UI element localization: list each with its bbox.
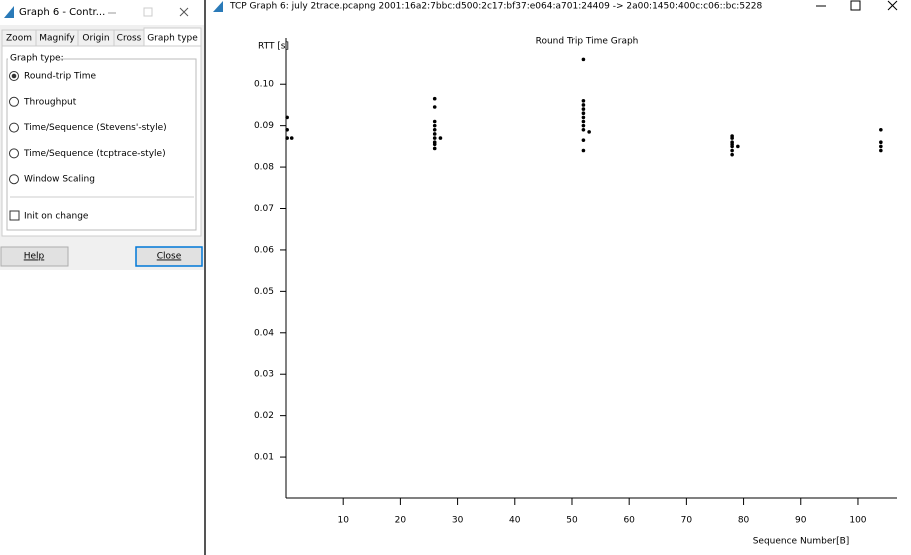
- app-icon: [213, 1, 223, 12]
- x-tick-label: 80: [738, 516, 750, 526]
- point: [432, 105, 437, 109]
- tab-label[interactable]: Origin: [82, 34, 109, 44]
- y-axis-label: RTT [s]: [258, 42, 289, 52]
- x-tick-label: 60: [623, 516, 635, 526]
- group-box: [6, 58, 197, 231]
- y-tick-label: 0.06: [254, 245, 274, 255]
- point: [581, 111, 586, 116]
- dialog-title: Graph 6 - Contr...: [19, 7, 105, 18]
- maximize[interactable]: [850, 0, 861, 11]
- y-tick-label: 0.08: [254, 163, 274, 173]
- help-label[interactable]: Help: [24, 252, 45, 262]
- radio[interactable]: [9, 148, 19, 159]
- x-tick-label: 10: [337, 516, 349, 526]
- point: [581, 123, 586, 128]
- option-label[interactable]: Throughput: [23, 97, 77, 107]
- point: [730, 144, 734, 149]
- option-label[interactable]: Window Scaling: [24, 175, 95, 185]
- radio[interactable]: [9, 174, 19, 185]
- point: [581, 98, 586, 103]
- point: [432, 123, 437, 128]
- y-tick-label: 0.10: [254, 80, 274, 90]
- x-tick-label: 70: [681, 516, 693, 526]
- window-title: TCP Graph 6: july 2trace.pcapng 2001:16a…: [229, 2, 763, 12]
- point: [581, 138, 586, 142]
- point: [581, 127, 586, 132]
- y-tick-label: 0.02: [254, 411, 274, 421]
- point: [432, 132, 437, 136]
- point: [730, 152, 734, 157]
- point: [432, 146, 437, 151]
- y-tick-label: 0.05: [254, 287, 274, 297]
- x-axis-label: Sequence Number[B]: [753, 537, 850, 547]
- point: [285, 136, 289, 140]
- x-tick-label: 30: [452, 516, 464, 526]
- point: [581, 148, 586, 153]
- radio-dot[interactable]: [11, 73, 17, 79]
- point: [581, 57, 586, 62]
- tab-label[interactable]: Graph type: [147, 34, 198, 44]
- point: [432, 142, 437, 147]
- y-tick-label: 0.09: [254, 121, 274, 131]
- radio[interactable]: [9, 96, 19, 107]
- maximize[interactable]: [143, 7, 153, 17]
- option-label[interactable]: Round-trip Time: [24, 72, 97, 82]
- point: [730, 148, 734, 153]
- tab-label[interactable]: Zoom: [6, 34, 32, 44]
- app-icon: [4, 6, 14, 18]
- tab-label[interactable]: Magnify: [39, 34, 75, 44]
- chart-title: Round Trip Time Graph: [536, 37, 639, 47]
- point: [879, 144, 883, 149]
- point: [581, 119, 586, 124]
- option-label[interactable]: Time/Sequence (tcptrace-style): [23, 149, 166, 159]
- tab-label[interactable]: Cross: [117, 34, 142, 44]
- close-x[interactable]: [887, 0, 898, 11]
- y-tick-label: 0.04: [254, 328, 274, 338]
- point: [730, 136, 734, 140]
- point: [432, 127, 437, 132]
- y-tick-label: 0.07: [254, 204, 274, 214]
- point: [581, 103, 586, 107]
- radio[interactable]: [9, 122, 19, 133]
- options: Round-trip Time Throughput Time/Sequence (…: [9, 71, 167, 185]
- help-button[interactable]: [0, 246, 69, 267]
- dialog-titlebar: [0, 0, 205, 25]
- tab-panel: [1, 45, 202, 237]
- x-tick-label: 40: [509, 516, 521, 526]
- y-tick-label: 0.03: [254, 370, 274, 380]
- point: [432, 96, 437, 101]
- point: [581, 115, 586, 120]
- x-tick-label: 50: [566, 516, 578, 526]
- point: [285, 127, 289, 132]
- point: [285, 115, 289, 120]
- point: [587, 130, 591, 134]
- point: [432, 119, 437, 124]
- group-label: Graph type:: [10, 54, 64, 64]
- checkbox-label[interactable]: Init on change: [24, 212, 89, 222]
- option-label[interactable]: Time/Sequence (Stevens'-style): [23, 123, 167, 133]
- close-x[interactable]: [179, 7, 189, 17]
- point: [879, 148, 883, 153]
- close-button[interactable]: [135, 246, 203, 267]
- point: [879, 127, 883, 132]
- point: [879, 140, 883, 145]
- point: [432, 136, 437, 140]
- x-tick-label: 100: [849, 516, 866, 526]
- x-tick-label: 20: [395, 516, 407, 526]
- tabs: Zoom Magnify Origin Cross Graph type: [1, 27, 202, 48]
- point: [289, 136, 294, 140]
- point: [438, 136, 443, 140]
- point: [736, 144, 740, 149]
- point: [581, 107, 586, 111]
- x-tick-label: 90: [795, 516, 807, 526]
- y-tick-label: 0.01: [254, 453, 274, 463]
- checkbox[interactable]: [9, 210, 20, 221]
- group-label-bg: [8, 53, 60, 63]
- close-label[interactable]: Close: [157, 252, 182, 262]
